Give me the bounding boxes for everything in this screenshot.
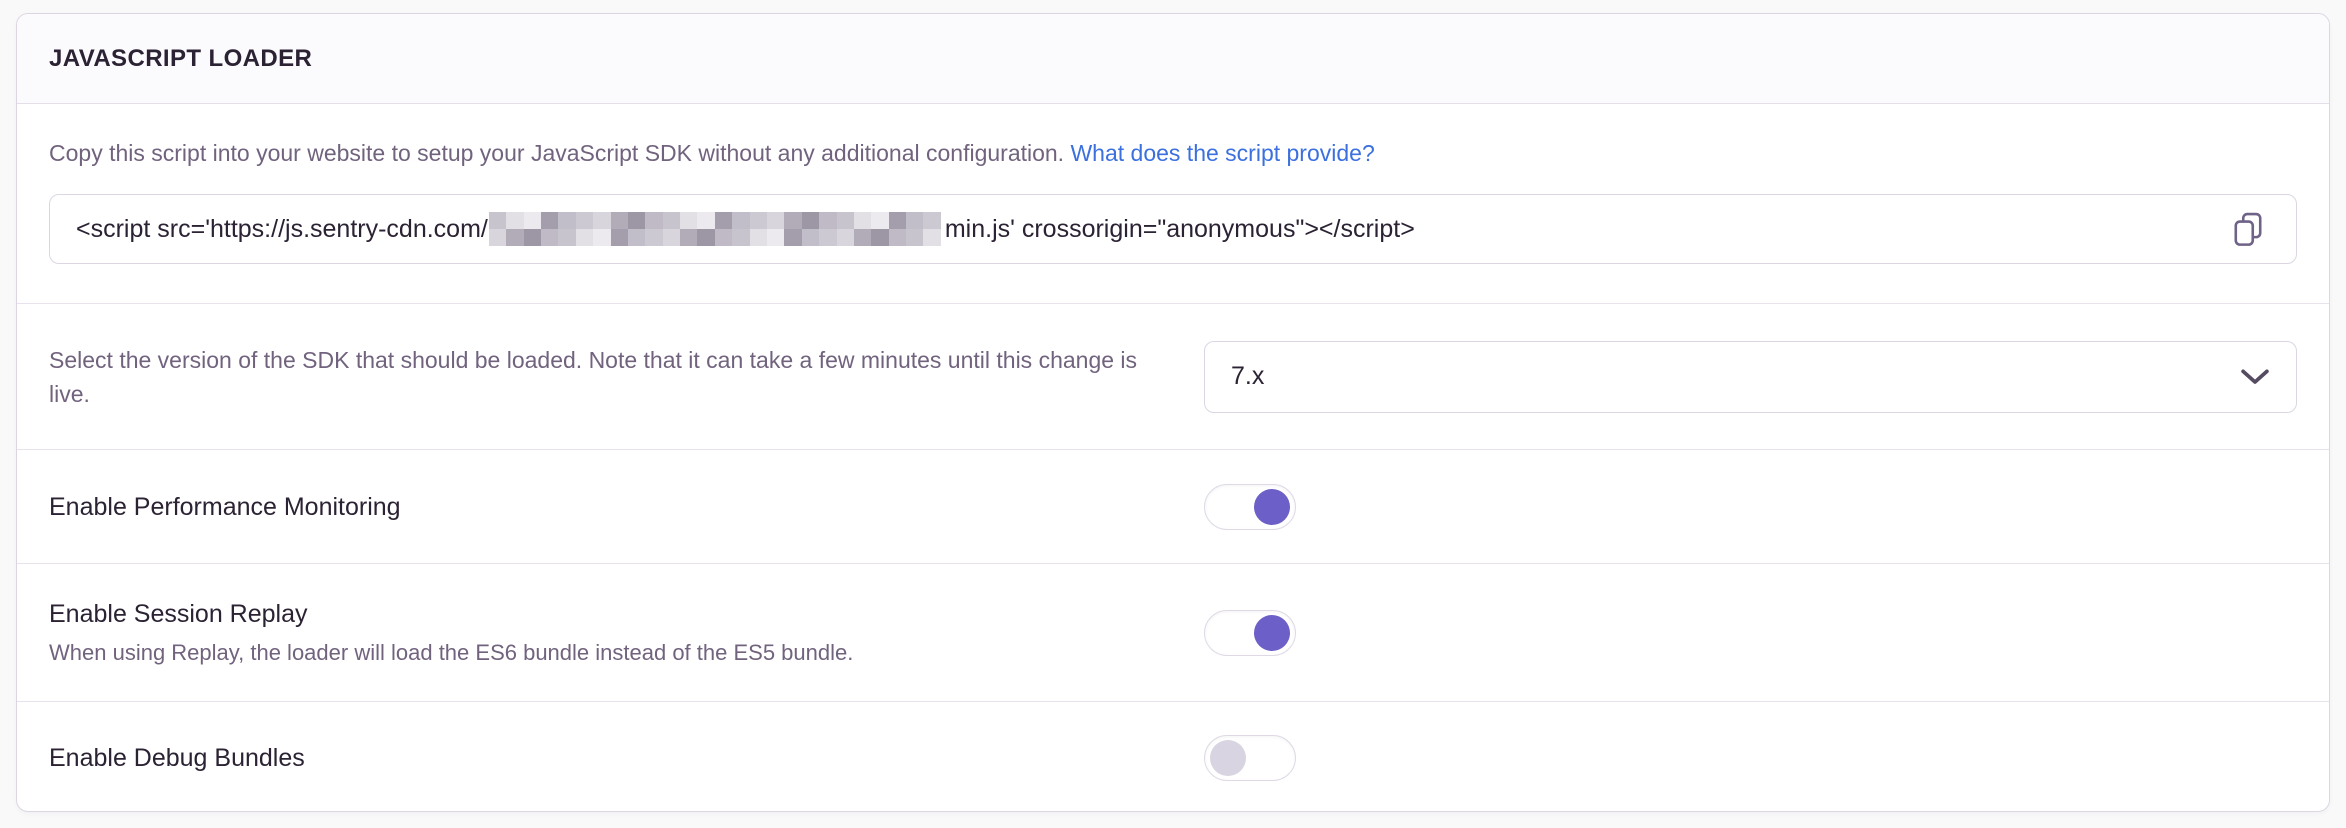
debug-bundles-toggle-label: Enable Debug Bundles bbox=[49, 743, 305, 772]
loader-script-box[interactable]: <script src='https://js.sentry-cdn.com/ … bbox=[49, 194, 2297, 264]
redacted-dsn-key bbox=[488, 212, 941, 246]
loader-script-section: Copy this script into your website to se… bbox=[17, 104, 2329, 303]
toggle-knob bbox=[1254, 614, 1290, 651]
session-replay-toggle-sublabel: When using Replay, the loader will load … bbox=[49, 640, 854, 665]
toggle-row-performance: Enable Performance Monitoring bbox=[17, 449, 2329, 563]
toggle-knob bbox=[1210, 739, 1246, 776]
sdk-version-description: Select the version of the SDK that shoul… bbox=[49, 346, 1138, 407]
toggle-row-session-replay: Enable Session Replay When using Replay,… bbox=[17, 563, 2329, 701]
session-replay-toggle[interactable] bbox=[1204, 609, 1296, 656]
sdk-version-row: Select the version of the SDK that shoul… bbox=[17, 303, 2329, 449]
script-description-text: Copy this script into your website to se… bbox=[49, 140, 1071, 166]
script-provide-link[interactable]: What does the script provide? bbox=[1070, 140, 1375, 166]
chevron-down-icon bbox=[2241, 369, 2269, 384]
sdk-version-help-wrap: Select the version of the SDK that shoul… bbox=[49, 343, 1204, 411]
performance-toggle-label: Enable Performance Monitoring bbox=[49, 492, 401, 521]
javascript-loader-panel: JAVASCRIPT LOADER Copy this script into … bbox=[16, 13, 2330, 812]
loader-script-code: <script src='https://js.sentry-cdn.com/ … bbox=[76, 212, 2226, 246]
debug-bundles-toggle[interactable] bbox=[1204, 734, 1296, 781]
copy-icon bbox=[2234, 212, 2262, 246]
sdk-version-select[interactable]: 7.x bbox=[1204, 340, 2297, 413]
toggle-row-debug-bundles: Enable Debug Bundles bbox=[17, 701, 2329, 811]
panel-title: JAVASCRIPT LOADER bbox=[49, 44, 313, 72]
copy-button[interactable] bbox=[2226, 207, 2270, 251]
script-description: Copy this script into your website to se… bbox=[49, 138, 2297, 168]
toggle-knob bbox=[1254, 488, 1290, 525]
script-code-prefix: <script src='https://js.sentry-cdn.com/ bbox=[76, 214, 488, 243]
performance-toggle[interactable] bbox=[1204, 483, 1296, 530]
panel-header: JAVASCRIPT LOADER bbox=[17, 14, 2329, 104]
sdk-version-value: 7.x bbox=[1231, 362, 1265, 390]
script-code-suffix: min.js' crossorigin="anonymous"></script… bbox=[944, 214, 1415, 243]
session-replay-toggle-label: Enable Session Replay bbox=[49, 600, 308, 628]
